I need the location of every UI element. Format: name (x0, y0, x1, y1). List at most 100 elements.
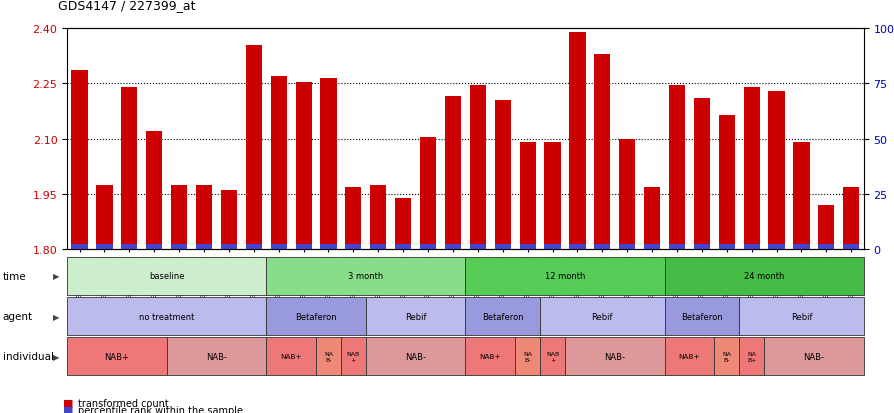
Text: NAB-: NAB- (206, 352, 227, 361)
Bar (270, 244, 286, 250)
Bar (370, 185, 386, 250)
Text: Betaferon: Betaferon (295, 312, 336, 321)
Bar (718, 244, 734, 250)
Bar (718, 116, 734, 250)
Text: agent: agent (3, 311, 33, 321)
Bar (817, 244, 833, 250)
Bar (320, 244, 336, 250)
Bar (668, 86, 684, 250)
Text: NAB
+: NAB + (545, 351, 559, 362)
Text: Rebif: Rebif (404, 312, 426, 321)
Bar (817, 206, 833, 250)
Bar (121, 88, 138, 250)
Text: time: time (3, 271, 26, 281)
Bar (619, 244, 635, 250)
Bar (644, 187, 660, 250)
Text: ■: ■ (63, 398, 73, 408)
Bar (644, 244, 660, 250)
Text: ▶: ▶ (53, 272, 60, 281)
Bar (320, 78, 336, 250)
Text: NA
B-: NA B- (324, 351, 333, 362)
Text: Betaferon: Betaferon (680, 312, 721, 321)
Bar (171, 244, 187, 250)
Bar (469, 86, 485, 250)
Text: NAB+: NAB+ (678, 354, 699, 359)
Text: Betaferon: Betaferon (481, 312, 523, 321)
Bar (221, 244, 237, 250)
Bar (419, 138, 435, 250)
Bar (569, 244, 585, 250)
Text: NAB+: NAB+ (479, 354, 501, 359)
Text: individual: individual (3, 351, 54, 361)
Bar (494, 101, 510, 250)
Text: NA
B+: NA B+ (746, 351, 755, 362)
Text: 24 month: 24 month (743, 272, 783, 281)
Text: transformed count: transformed count (78, 398, 168, 408)
Bar (394, 244, 411, 250)
Text: ▶: ▶ (53, 352, 60, 361)
Bar (594, 55, 610, 250)
Bar (594, 244, 610, 250)
Bar (842, 244, 858, 250)
Text: ■: ■ (63, 405, 73, 413)
Bar (370, 244, 386, 250)
Bar (72, 71, 88, 250)
Bar (544, 244, 560, 250)
Bar (768, 244, 784, 250)
Bar (270, 77, 286, 250)
Bar (544, 143, 560, 250)
Bar (146, 132, 162, 250)
Bar (842, 187, 858, 250)
Bar (619, 139, 635, 250)
Bar (668, 244, 684, 250)
Text: GDS4147 / 227399_at: GDS4147 / 227399_at (58, 0, 196, 12)
Bar (419, 244, 435, 250)
Bar (469, 244, 485, 250)
Text: baseline: baseline (148, 272, 184, 281)
Bar (792, 143, 809, 250)
Bar (743, 88, 759, 250)
Bar (246, 244, 262, 250)
Text: no treatment: no treatment (139, 312, 194, 321)
Bar (792, 244, 809, 250)
Text: 12 month: 12 month (544, 272, 585, 281)
Bar (121, 244, 138, 250)
Bar (693, 244, 709, 250)
Bar (72, 244, 88, 250)
Bar (519, 143, 536, 250)
Bar (146, 244, 162, 250)
Bar (221, 191, 237, 250)
Text: NAB-: NAB- (405, 352, 426, 361)
Bar (569, 33, 585, 250)
Bar (246, 45, 262, 250)
Bar (97, 244, 113, 250)
Bar (768, 92, 784, 250)
Bar (295, 244, 311, 250)
Text: Rebif: Rebif (591, 312, 612, 321)
Bar (494, 244, 510, 250)
Text: NAB
+: NAB + (346, 351, 359, 362)
Bar (743, 244, 759, 250)
Bar (345, 244, 361, 250)
Text: NA
B-: NA B- (721, 351, 730, 362)
Bar (196, 244, 212, 250)
Bar (345, 187, 361, 250)
Bar (196, 185, 212, 250)
Bar (693, 99, 709, 250)
Bar (97, 185, 113, 250)
Text: Rebif: Rebif (789, 312, 811, 321)
Text: NAB+: NAB+ (105, 352, 130, 361)
Bar (171, 185, 187, 250)
Text: NAB-: NAB- (603, 352, 625, 361)
Text: ▶: ▶ (53, 312, 60, 321)
Bar (394, 198, 411, 250)
Text: NA
B-: NA B- (523, 351, 532, 362)
Bar (519, 244, 536, 250)
Text: 3 month: 3 month (348, 272, 383, 281)
Bar (444, 97, 460, 250)
Text: NAB-: NAB- (803, 352, 823, 361)
Text: percentile rank within the sample: percentile rank within the sample (78, 405, 242, 413)
Bar (444, 244, 460, 250)
Bar (295, 82, 311, 250)
Text: NAB+: NAB+ (280, 354, 301, 359)
